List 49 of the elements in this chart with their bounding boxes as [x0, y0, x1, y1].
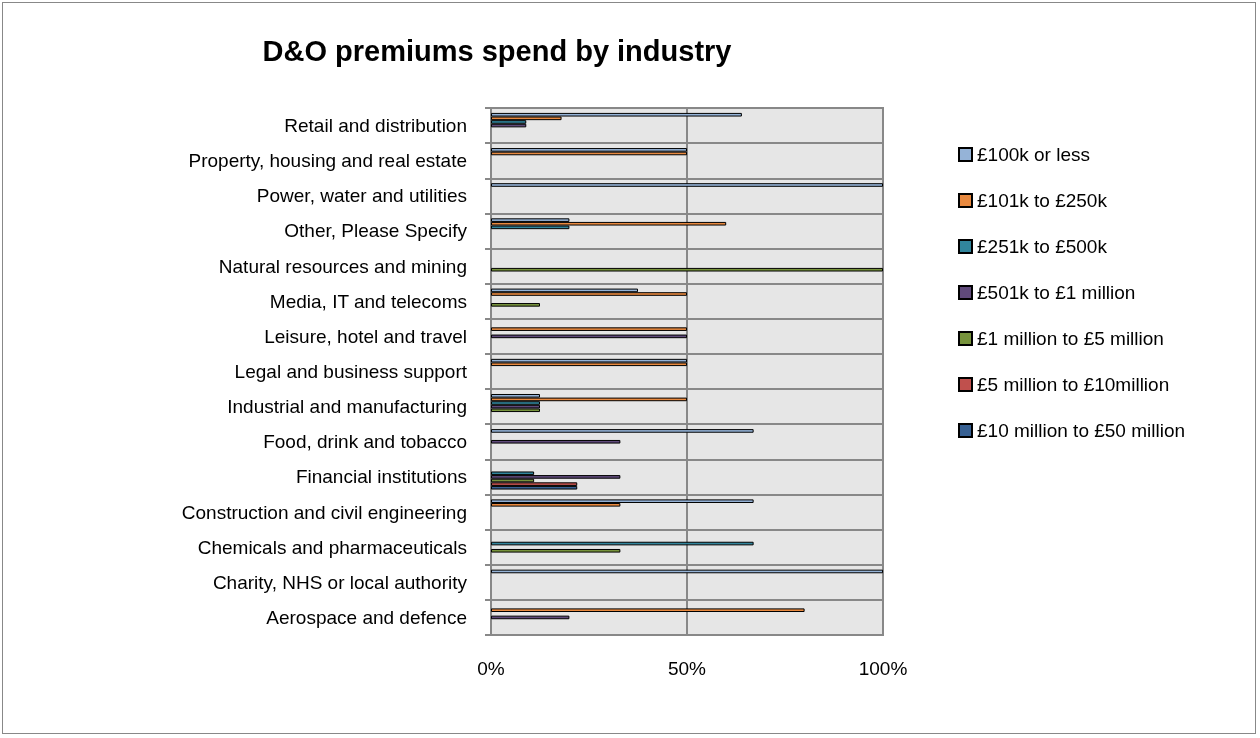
y-tick-label: Retail and distribution: [284, 115, 467, 137]
bar: [491, 112, 742, 117]
chart-title: D&O premiums spend by industry: [262, 34, 732, 67]
bar: [491, 327, 687, 331]
y-tick-label: Legal and business support: [234, 361, 468, 382]
y-tick-label: Food, drink and tobacco: [263, 431, 467, 453]
bar: [491, 485, 578, 490]
bar: [491, 475, 621, 479]
legend-label: £100k or less: [977, 144, 1091, 165]
bar: [491, 608, 805, 613]
bar: [491, 148, 687, 152]
bar: [491, 482, 578, 486]
bar: [491, 183, 883, 187]
bar: [491, 397, 687, 402]
legend-label: £1 million to £5 million: [977, 328, 1164, 349]
y-tick-label: Other, Please Specify: [284, 220, 468, 242]
x-tick-label: 50%: [667, 658, 707, 679]
y-tick-label: Charity, NHS or local authority: [212, 571, 468, 593]
bar: [491, 267, 883, 272]
bar: [491, 548, 621, 553]
y-tick-label: Property, housing and real estate: [188, 150, 467, 172]
legend-label: £251k to £500k: [977, 236, 1108, 257]
bar: [491, 408, 540, 413]
x-tick-label: 100%: [858, 658, 908, 679]
bar: [491, 615, 570, 620]
legend-label: £101k to £250k: [977, 190, 1108, 211]
y-tick-label: Power, water and utilities: [256, 185, 467, 207]
bar: [491, 541, 754, 546]
x-tick-label: 0%: [477, 658, 505, 679]
y-tick-label: Leisure, hotel and travel: [264, 325, 467, 347]
y-tick-label: Aerospace and defence: [266, 606, 467, 628]
bar: [491, 499, 754, 503]
legend-label: £5 million to £10million: [977, 374, 1170, 395]
bar: [491, 221, 727, 226]
y-tick-label: Industrial and manufacturing: [227, 396, 467, 418]
bar: [491, 123, 527, 128]
legend-label: £501k to £1 million: [977, 282, 1136, 303]
y-tick-label: Financial institutions: [295, 466, 467, 488]
y-tick-label: Natural resources and mining: [218, 255, 467, 277]
bar: [491, 429, 754, 433]
bar: [491, 439, 621, 444]
bar: [491, 362, 687, 367]
bar: [491, 303, 540, 307]
bar: [491, 334, 687, 339]
legend-label: £10 million to £50 million: [977, 420, 1186, 441]
bar: [491, 292, 687, 296]
y-tick-label: Media, IT and telecoms: [269, 290, 467, 312]
y-tick-label: Chemicals and pharmaceuticals: [197, 536, 467, 558]
y-tick-label: Construction and civil engineering: [181, 501, 467, 523]
